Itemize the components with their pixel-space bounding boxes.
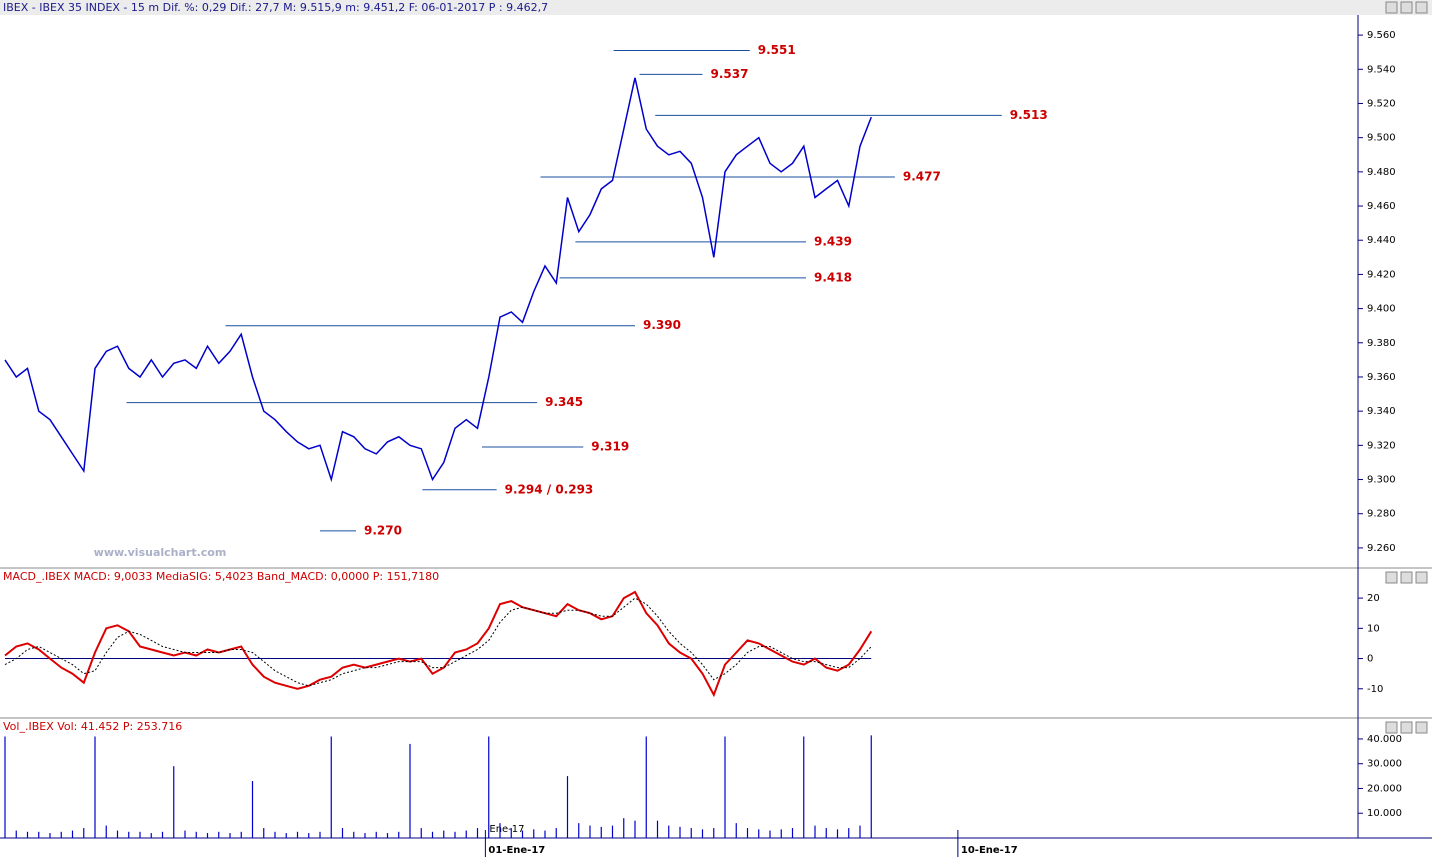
annotation: Ene-17 [489,824,524,835]
maximize-button[interactable] [1400,1,1413,14]
price-title: IBEX - IBEX 35 INDEX - 15 m Dif. %: 0,29… [3,1,548,14]
level-label: 9.537 [711,67,749,81]
y-tick-label: 9.260 [1367,543,1396,554]
level-label: 9.418 [814,270,852,284]
macd-header [0,568,1432,583]
window-buttons[interactable] [1385,1,1428,734]
y-tick-label: 20 [1367,593,1380,604]
x-tick-label: 10-Ene-17 [961,845,1018,856]
y-tick-label: 9.460 [1367,201,1396,212]
y-tick-label: -10 [1367,684,1383,695]
level-label: 9.513 [1010,108,1048,122]
y-tick-label: 9.380 [1367,338,1396,349]
level-label: 9.294 / 0.293 [505,482,594,496]
y-tick-label: 9.320 [1367,440,1396,451]
minimize-button[interactable] [1385,1,1398,14]
price-header [0,0,1432,15]
y-tick-label: 9.300 [1367,475,1396,486]
y-tick-label: 20.000 [1367,783,1402,794]
close-button[interactable] [1415,721,1428,734]
y-tick-label: 9.440 [1367,235,1396,246]
y-tick-label: 9.420 [1367,269,1396,280]
level-label: 9.319 [591,440,629,454]
level-label: 9.390 [643,318,681,332]
y-tick-label: 9.360 [1367,372,1396,383]
x-tick-label: 01-Ene-17 [488,845,545,856]
level-label: 9.270 [364,523,402,537]
y-tick-label: 10.000 [1367,808,1402,819]
y-tick-label: 9.280 [1367,509,1396,520]
close-button[interactable] [1415,571,1428,584]
y-tick-label: 9.560 [1367,30,1396,41]
level-label: 9.477 [903,169,941,183]
y-tick-label: 9.480 [1367,167,1396,178]
level-label: 9.345 [545,395,583,409]
maximize-button[interactable] [1400,571,1413,584]
watermark: www.visualchart.com [94,546,227,559]
y-tick-label: 0 [1367,654,1373,665]
volume-title: Vol_.IBEX Vol: 41.452 P: 253.716 [3,720,182,733]
close-button[interactable] [1415,1,1428,14]
minimize-button[interactable] [1385,571,1398,584]
y-tick-label: 10 [1367,623,1380,634]
y-tick-label: 9.520 [1367,98,1396,109]
series-line [4,590,873,698]
series-line [4,77,872,483]
signal-line [4,597,872,687]
y-tick-label: 30.000 [1367,759,1402,770]
y-tick-label: 9.500 [1367,133,1396,144]
y-tick-label: 9.400 [1367,304,1396,315]
level-label: 9.439 [814,234,852,248]
minimize-button[interactable] [1385,721,1398,734]
y-tick-label: 9.340 [1367,406,1396,417]
y-tick-label: 9.540 [1367,64,1396,75]
maximize-button[interactable] [1400,721,1413,734]
volume-header [0,718,1432,734]
macd-title: MACD_.IBEX MACD: 9,0033 MediaSIG: 5,4023… [3,570,439,583]
level-label: 9.551 [758,43,796,57]
y-tick-label: 40.000 [1367,734,1402,745]
